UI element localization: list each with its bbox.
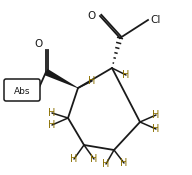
Text: H: H bbox=[48, 120, 56, 130]
Text: H: H bbox=[122, 70, 130, 80]
Text: H: H bbox=[102, 159, 110, 169]
Text: Abs: Abs bbox=[14, 86, 30, 96]
Text: H: H bbox=[120, 158, 128, 168]
Polygon shape bbox=[44, 69, 78, 88]
Text: H: H bbox=[90, 154, 98, 164]
Text: H: H bbox=[152, 110, 160, 120]
Text: H: H bbox=[70, 154, 78, 164]
Text: O: O bbox=[88, 11, 96, 21]
Text: H: H bbox=[88, 76, 96, 86]
FancyBboxPatch shape bbox=[4, 79, 40, 101]
Text: O: O bbox=[35, 39, 43, 49]
Text: Cl: Cl bbox=[150, 15, 160, 25]
Text: H: H bbox=[48, 108, 56, 118]
Text: H: H bbox=[152, 124, 160, 134]
